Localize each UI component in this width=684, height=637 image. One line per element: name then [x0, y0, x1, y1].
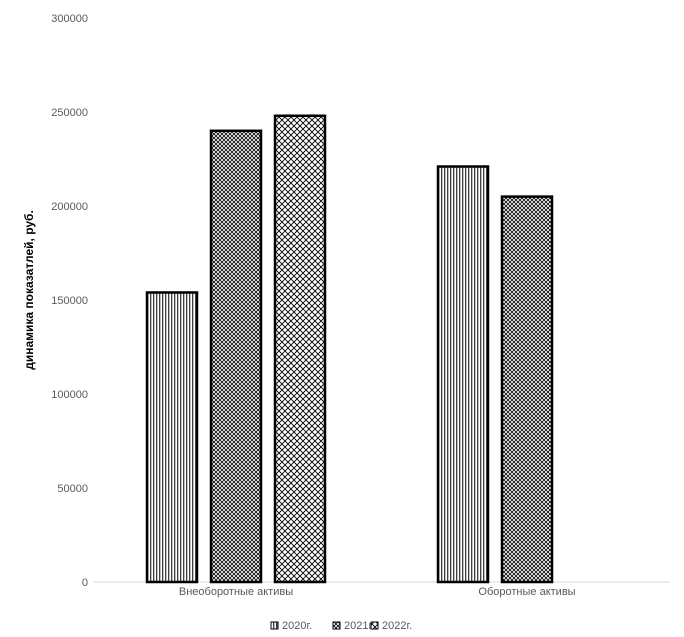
category-label: Оборотные активы: [478, 586, 575, 598]
y-tick-label: 50000: [57, 483, 88, 495]
bar-2-1: [436, 165, 490, 584]
legend-item: 2022г.: [370, 620, 412, 632]
category-labels: Внеоборотные активы Оборотные активы: [179, 586, 576, 598]
y-tick-label: 150000: [51, 295, 88, 307]
legend-label: 2021г.: [344, 620, 374, 632]
y-tick-label: 100000: [51, 389, 88, 401]
bar-1-1: [145, 291, 199, 584]
legend-label: 2020г.: [282, 620, 312, 632]
bar-2-2: [500, 195, 554, 584]
legend-item: 2021г.: [332, 620, 374, 632]
legend: 2020г. 2021г. 2022г.: [270, 620, 412, 632]
bars-group: [145, 114, 554, 584]
y-tick-label: 300000: [51, 13, 88, 25]
legend-swatch: [270, 621, 279, 630]
y-axis-title: динамика показатлей, руб.: [22, 210, 36, 370]
y-tick-label: 0: [82, 577, 88, 589]
category-label: Внеоборотные активы: [179, 586, 293, 598]
legend-label: 2022г.: [382, 620, 412, 632]
y-tick-label: 200000: [51, 201, 88, 213]
legend-swatch: [332, 621, 341, 630]
legend-item: 2020г.: [270, 620, 312, 632]
y-tick-label: 250000: [51, 107, 88, 119]
bar-1-3: [273, 114, 327, 584]
legend-swatch: [370, 621, 379, 630]
bar-1-2: [209, 129, 263, 584]
y-axis-tick-labels: 0 50000 100000 150000 200000 250000 300000: [51, 13, 88, 589]
